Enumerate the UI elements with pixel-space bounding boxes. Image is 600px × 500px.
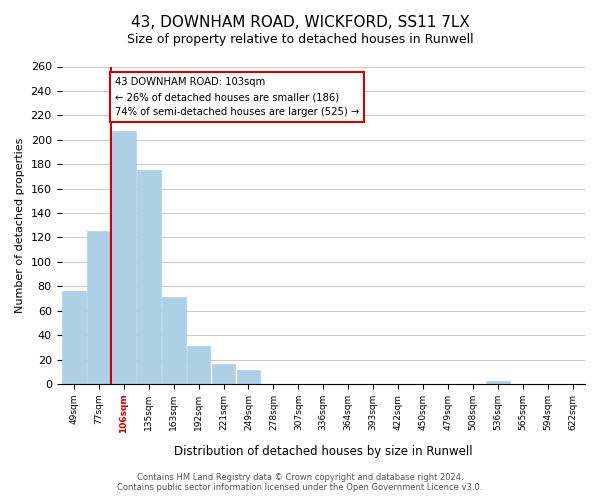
Bar [162, 297, 185, 384]
Text: 43 DOWNHAM ROAD: 103sqm
← 26% of detached houses are smaller (186)
74% of semi-d: 43 DOWNHAM ROAD: 103sqm ← 26% of detache… [115, 78, 359, 117]
Bar [87, 232, 111, 384]
Text: Size of property relative to detached houses in Runwell: Size of property relative to detached ho… [127, 32, 473, 46]
Bar [486, 382, 509, 384]
Bar [212, 364, 235, 384]
Bar [236, 370, 260, 384]
Bar [187, 346, 211, 384]
X-axis label: Distribution of detached houses by size in Runwell: Distribution of detached houses by size … [174, 444, 473, 458]
Bar [62, 291, 86, 384]
Y-axis label: Number of detached properties: Number of detached properties [15, 138, 25, 313]
Text: Contains HM Land Registry data © Crown copyright and database right 2024.
Contai: Contains HM Land Registry data © Crown c… [118, 473, 482, 492]
Bar [137, 170, 161, 384]
Bar [112, 131, 136, 384]
Text: 43, DOWNHAM ROAD, WICKFORD, SS11 7LX: 43, DOWNHAM ROAD, WICKFORD, SS11 7LX [131, 15, 469, 30]
